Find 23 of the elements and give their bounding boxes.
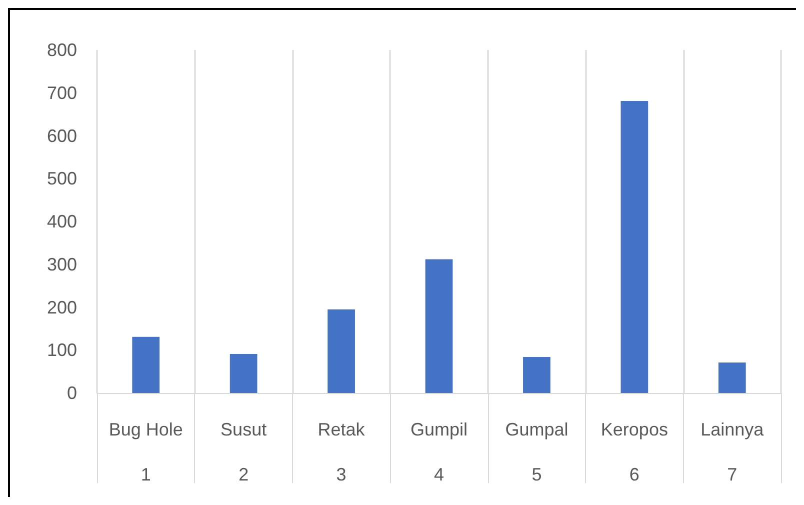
y-tick-label: 300: [46, 254, 77, 274]
category-label: Retak 3: [318, 420, 365, 484]
bar: [718, 362, 746, 393]
y-tick-label: 800: [46, 40, 77, 60]
category-label: Keropos 6: [600, 420, 668, 484]
bar: [425, 259, 453, 393]
category-label: Gumpil 4: [410, 420, 468, 484]
bar: [230, 354, 258, 393]
y-tick-label: 0: [66, 383, 77, 403]
y-tick-label: 400: [46, 212, 77, 232]
bar: [328, 309, 355, 393]
category-label: Gumpal 5: [505, 420, 568, 484]
category-label: Susut 2: [220, 420, 267, 484]
bar: [132, 336, 160, 393]
category-label: Bug Hole 1: [108, 420, 183, 484]
y-tick-label: 700: [46, 82, 77, 103]
y-tick-label: 100: [46, 340, 77, 360]
bar: [620, 101, 648, 393]
y-tick-label: 600: [46, 126, 77, 146]
y-tick-label: 200: [46, 297, 77, 318]
bar: [523, 356, 550, 393]
category-label: Lainnya 7: [700, 420, 764, 484]
y-tick-label: 500: [46, 168, 77, 189]
